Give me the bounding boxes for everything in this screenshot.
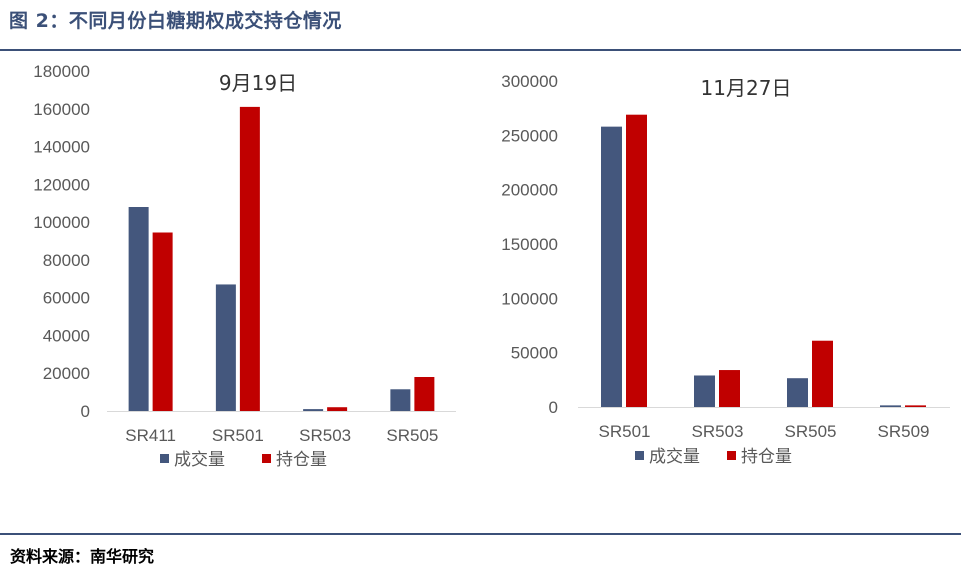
- chart-subtitle: 11月27日: [701, 76, 792, 100]
- y-tick-label: 120000: [33, 175, 90, 194]
- legend-swatch: [635, 451, 644, 460]
- chart-subtitle: 9月19日: [219, 71, 297, 95]
- bar-open-interest-sr503: [327, 407, 348, 411]
- x-category-label: SR505: [785, 422, 837, 441]
- x-category-label: SR501: [599, 422, 651, 441]
- bar-volume-sr505: [787, 378, 808, 407]
- y-tick-label: 0: [549, 398, 558, 417]
- y-tick-label: 200000: [501, 181, 558, 200]
- y-tick-label: 300000: [501, 72, 558, 91]
- y-tick-label: 100000: [501, 289, 558, 308]
- y-tick-label: 50000: [511, 344, 558, 363]
- bar-open-interest-sr505: [812, 340, 833, 407]
- bar-open-interest-sr509: [905, 405, 926, 407]
- x-category-label: SR411: [125, 426, 176, 445]
- y-tick-label: 80000: [43, 251, 90, 270]
- source-note: 资料来源：南华研究: [10, 547, 155, 566]
- bar-volume-sr503: [694, 375, 715, 407]
- top-rule: [0, 49, 961, 51]
- bar-open-interest-sr411: [152, 232, 173, 411]
- figure-title: 图 2：不同月份白糖期权成交持仓情况: [9, 10, 342, 32]
- y-tick-label: 160000: [33, 100, 90, 119]
- bar-volume-sr503: [303, 409, 324, 411]
- bar-open-interest-sr505: [414, 377, 435, 411]
- bar-volume-sr509: [880, 405, 901, 407]
- legend-swatch: [727, 451, 736, 460]
- y-tick-label: 250000: [501, 126, 558, 145]
- bar-open-interest-sr503: [719, 370, 740, 407]
- bar-volume-sr501: [215, 284, 236, 411]
- bottom-rule: [0, 533, 961, 535]
- bar-volume-sr411: [128, 207, 149, 411]
- y-tick-label: 20000: [43, 364, 90, 383]
- bar-open-interest-sr501: [239, 106, 260, 411]
- chart-sep-19: 9月19日 0 20000 40000 60000 80000 100000 120000 14…: [33, 62, 456, 470]
- bar-open-interest-sr501: [626, 114, 647, 407]
- bar-volume-sr505: [390, 389, 411, 411]
- legend-swatch: [262, 454, 271, 463]
- y-tick-label: 0: [81, 402, 90, 421]
- y-tick-label: 150000: [501, 235, 558, 254]
- legend-label: 持仓量: [741, 447, 792, 467]
- legend-label: 持仓量: [276, 450, 327, 470]
- y-tick-label: 180000: [33, 62, 90, 81]
- chart-nov-27: 11月27日 0 50000 100000 150000 200000 250000 3000…: [501, 72, 950, 467]
- x-category-label: SR505: [386, 426, 438, 445]
- x-category-label: SR509: [878, 422, 930, 441]
- x-category-label: SR501: [212, 426, 264, 445]
- y-tick-label: 60000: [43, 289, 90, 308]
- y-tick-label: 40000: [43, 326, 90, 345]
- legend-swatch: [160, 454, 169, 463]
- legend-label: 成交量: [649, 447, 700, 467]
- y-tick-label: 140000: [33, 138, 90, 157]
- x-category-label: SR503: [692, 422, 744, 441]
- x-category-label: SR503: [299, 426, 351, 445]
- bar-volume-sr501: [601, 126, 622, 407]
- y-tick-label: 100000: [33, 213, 90, 232]
- legend-label: 成交量: [174, 450, 225, 470]
